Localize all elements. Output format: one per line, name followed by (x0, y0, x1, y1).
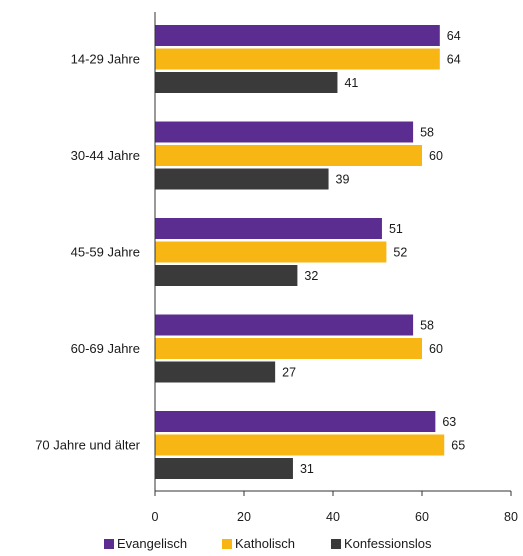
legend-swatch-evangelisch (104, 539, 114, 549)
value-label-katholisch-45-59-jahre: 52 (393, 246, 407, 260)
value-label-katholisch-14-29-jahre: 64 (447, 53, 461, 67)
category-label-45-59-jahre: 45-59 Jahre (71, 245, 140, 260)
bar-katholisch-30-44-jahre (155, 145, 422, 166)
category-labels-group: 14-29 Jahre 30-44 Jahre 45-59 Jahre 60-69 J… (35, 52, 140, 453)
value-label-evangelisch-60-69-jahre: 58 (420, 319, 434, 333)
value-label-evangelisch-30-44-jahre: 58 (420, 126, 434, 140)
value-label-konfessionslos-14-29-jahre: 41 (344, 76, 358, 90)
bar-konfessionslos-14-29-jahre (155, 72, 338, 93)
x-tick-label-80: 80 (504, 510, 518, 524)
x-tick-label-20: 20 (237, 510, 251, 524)
bar-konfessionslos-60-69-jahre (155, 361, 276, 383)
value-label-katholisch-30-44-jahre: 60 (429, 149, 443, 163)
category-label-70-jahre-und-lter: 70 Jahre und älter (35, 438, 140, 453)
bar-evangelisch-30-44-jahre (155, 121, 414, 143)
bar-evangelisch-45-59-jahre (155, 218, 382, 239)
value-label-konfessionslos-45-59-jahre: 32 (304, 269, 318, 283)
x-tick-label-0: 0 (152, 510, 159, 524)
value-label-evangelisch-14-29-jahre: 64 (447, 29, 461, 43)
value-label-konfessionslos-30-44-jahre: 39 (336, 173, 350, 187)
value-label-konfessionslos-70-jahre-und-lter: 31 (300, 462, 314, 476)
bar-konfessionslos-30-44-jahre (155, 168, 329, 190)
bar-katholisch-70-jahre-und-lter (155, 434, 445, 456)
bars-group (155, 25, 445, 479)
bar-konfessionslos-45-59-jahre (155, 265, 298, 286)
category-label-60-69-jahre: 60-69 Jahre (71, 341, 140, 356)
x-tick-label-60: 60 (415, 510, 429, 524)
bar-evangelisch-70-jahre-und-lter (155, 411, 436, 432)
legend: Evangelisch Katholisch Konfessionslos (104, 536, 432, 551)
value-label-katholisch-60-69-jahre: 60 (429, 342, 443, 356)
bar-evangelisch-60-69-jahre (155, 314, 414, 336)
value-label-katholisch-70-jahre-und-lter: 65 (451, 439, 465, 453)
x-tick-label-40: 40 (326, 510, 340, 524)
value-label-evangelisch-45-59-jahre: 51 (389, 222, 403, 236)
value-label-konfessionslos-60-69-jahre: 27 (282, 366, 296, 380)
category-label-14-29-jahre: 14-29 Jahre (71, 52, 140, 67)
category-label-30-44-jahre: 30-44 Jahre (71, 148, 140, 163)
bar-katholisch-14-29-jahre (155, 48, 440, 70)
legend-swatch-katholisch (222, 539, 232, 549)
bar-evangelisch-14-29-jahre (155, 25, 440, 46)
x-ticks-group: 0 20 40 60 80 (152, 491, 518, 524)
legend-label-evangelisch: Evangelisch (117, 536, 187, 551)
value-label-evangelisch-70-jahre-und-lter: 63 (442, 415, 456, 429)
bar-katholisch-45-59-jahre (155, 241, 387, 263)
bar-konfessionslos-70-jahre-und-lter (155, 458, 293, 479)
legend-swatch-konfessionslos (331, 539, 341, 549)
bar-katholisch-60-69-jahre (155, 338, 422, 359)
legend-label-katholisch: Katholisch (235, 536, 295, 551)
legend-label-konfessionslos: Konfessionslos (344, 536, 432, 551)
value-labels-group: 64 64 41 58 60 39 51 52 32 58 60 27 63 65 31 (282, 29, 465, 476)
